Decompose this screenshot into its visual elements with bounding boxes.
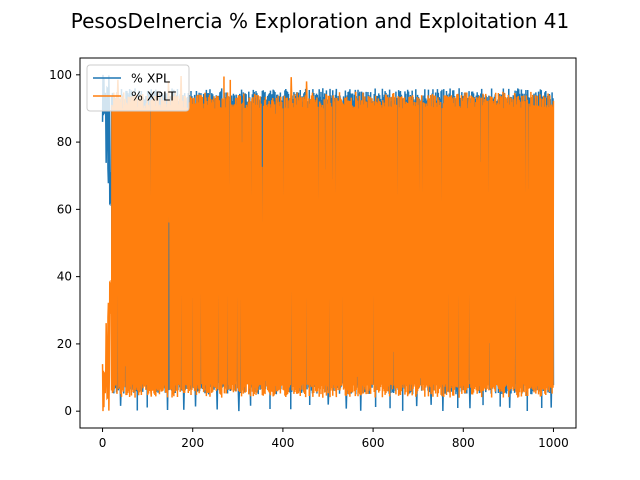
plot-frame <box>79 57 577 429</box>
y-tick-label: 0 <box>64 404 72 418</box>
x-tick-label: 800 <box>452 436 475 450</box>
y-tick-label: 20 <box>57 337 72 351</box>
x-tick-label: 1000 <box>538 436 569 450</box>
legend-label: % XPL <box>131 71 170 86</box>
legend-box <box>86 64 190 112</box>
legend-label: % XPLT <box>131 89 176 104</box>
series-line-xplt <box>101 75 555 412</box>
x-tick-label: 600 <box>362 436 385 450</box>
x-tick-label: 200 <box>181 436 204 450</box>
chart-title: PesosDeInercia % Exploration and Exploit… <box>71 9 569 33</box>
x-tick-label: 400 <box>271 436 294 450</box>
legend: % XPL % XPLT <box>86 64 190 112</box>
y-tick-label: 40 <box>57 270 72 284</box>
y-tick-label: 100 <box>49 68 72 82</box>
y-tick-label: 80 <box>57 135 72 149</box>
x-tick-label: 0 <box>99 436 107 450</box>
y-tick-label: 60 <box>57 202 72 216</box>
